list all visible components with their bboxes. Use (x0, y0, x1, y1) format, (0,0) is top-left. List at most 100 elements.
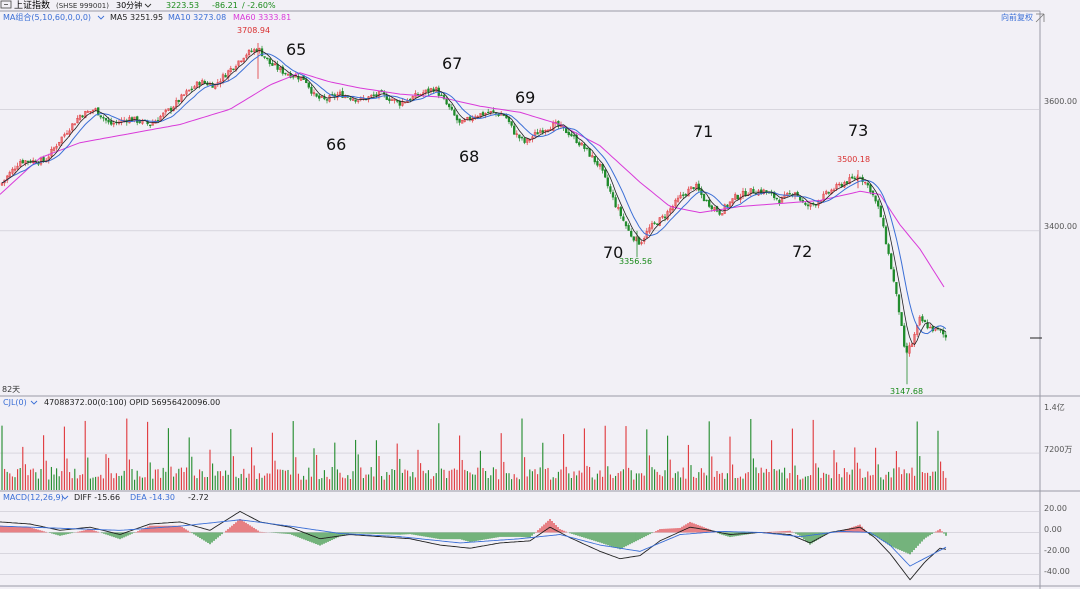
candle-body (190, 88, 193, 91)
dea-line (0, 519, 947, 567)
chevron-down-icon[interactable] (144, 3, 152, 8)
high-mark-label: 3500.18 (837, 155, 870, 164)
candle-body (588, 148, 591, 157)
candle-body (882, 217, 885, 227)
candle-body (903, 325, 906, 347)
candle-body (328, 95, 331, 102)
candle-body (138, 121, 141, 123)
candle-body (102, 117, 105, 119)
candle-body (325, 99, 329, 101)
candle-body (11, 168, 14, 174)
candle-body (16, 165, 19, 170)
candle-body (6, 175, 9, 181)
candle-body (918, 316, 921, 325)
chevron-down-icon[interactable] (30, 400, 38, 405)
candle-body (799, 196, 802, 201)
candle-body (396, 100, 399, 102)
candle-body (869, 184, 872, 193)
candle-body (390, 99, 394, 101)
chevron-down-icon[interactable] (97, 15, 105, 20)
candle-body (926, 322, 929, 329)
candle-body (832, 189, 836, 191)
candle-body (656, 223, 659, 225)
candle-body (687, 188, 690, 197)
candle-body (13, 168, 17, 171)
candle-body (489, 110, 492, 113)
candle-body (182, 94, 186, 96)
candle-body (731, 198, 734, 204)
candle-body (851, 176, 854, 179)
candle-body (624, 221, 628, 227)
macd-legend[interactable]: MACD(12,26,9) (3, 493, 64, 502)
wave-label: 68 (459, 147, 479, 166)
candle-body (273, 63, 277, 66)
volume-legend[interactable]: CJL(0) (3, 398, 27, 407)
chevron-down-icon[interactable] (61, 495, 69, 500)
candle-body (921, 316, 924, 322)
candle-body (281, 66, 284, 74)
candle-body (445, 99, 448, 105)
candle-body (63, 134, 66, 137)
ma10-line (1, 53, 947, 335)
collapse-icon[interactable] (1035, 13, 1045, 23)
candle-body (580, 142, 583, 146)
candle-body (614, 197, 617, 208)
volume-axis-label: 1.4亿 (1044, 402, 1065, 412)
candle-body (341, 91, 344, 98)
candle-body (721, 213, 724, 216)
candle-body (458, 118, 461, 123)
candle-body (245, 54, 248, 58)
candle-body (650, 223, 654, 229)
candle-body (627, 225, 630, 231)
candle-body (518, 134, 521, 139)
candle-body (195, 81, 199, 88)
candle-body (591, 155, 594, 158)
candle-body (258, 48, 261, 52)
candle-body (279, 67, 282, 70)
candle-body (188, 89, 191, 92)
candle-body (448, 103, 451, 108)
candle-body (523, 138, 526, 143)
candle-body (372, 94, 375, 96)
candle-body (442, 95, 446, 99)
candle-body (661, 215, 664, 218)
candle-body (585, 147, 589, 149)
candle-body (455, 115, 459, 121)
candle-body (528, 139, 531, 141)
wave-label: 73 (848, 121, 868, 140)
candle-body (900, 312, 903, 326)
candle-body (845, 181, 849, 184)
candle-body (611, 192, 615, 198)
candle-body (461, 119, 464, 124)
candle-body (175, 100, 178, 107)
candle-body (450, 106, 453, 110)
candle-body (877, 200, 880, 207)
candle-body (357, 100, 360, 102)
candle-body (604, 169, 607, 178)
candle-body (156, 120, 160, 122)
candle-body (398, 101, 401, 106)
candle-body (232, 68, 235, 71)
candle-body (91, 110, 95, 112)
candle-body (58, 141, 61, 146)
macd-diff-value: DIFF -15.66 (74, 493, 120, 502)
period-selector[interactable]: 30分钟 (116, 0, 142, 10)
adjust-mode-button[interactable]: 向前复权 (1001, 12, 1033, 22)
candle-body (247, 50, 251, 55)
candle-body (598, 163, 602, 167)
ma-group-legend[interactable]: MA组合(5,10,60,0,0,0) (3, 12, 91, 22)
candle-body (193, 86, 196, 89)
candle-body (838, 183, 841, 186)
candle-body (169, 107, 173, 111)
candle-body (24, 160, 27, 164)
macd-axis-label: 20.00 (1044, 504, 1067, 513)
candle-body (250, 50, 253, 52)
candle-body (520, 136, 524, 139)
candle-body (570, 133, 573, 137)
candle-body (424, 89, 427, 93)
candle-body (866, 183, 869, 186)
window-icon[interactable] (0, 0, 12, 9)
candle-body (351, 98, 355, 101)
candle-body (760, 189, 763, 194)
